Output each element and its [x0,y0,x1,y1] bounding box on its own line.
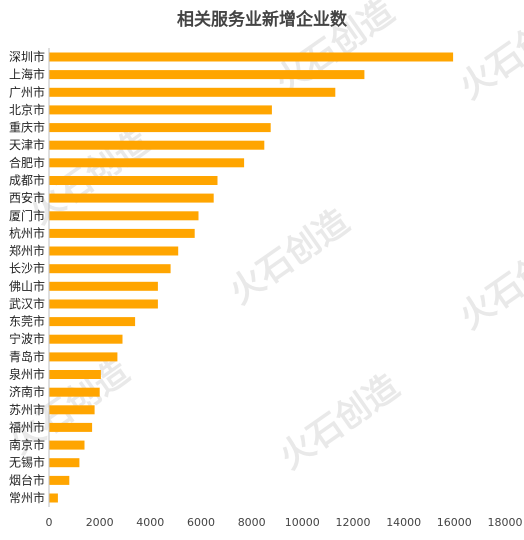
bar-12 [49,246,179,256]
x-tick-label: 8000 [238,516,266,529]
x-tick-label: 6000 [187,516,215,529]
bar-8 [49,176,218,185]
watermark-text: 火石创造 [452,227,524,338]
bar-15 [49,299,158,309]
bar-20 [49,387,100,397]
category-label: 成都市 [9,173,45,188]
category-label: 上海市 [9,67,45,82]
x-tick-label: 14000 [386,516,421,529]
chart-title: 相关服务业新增企业数 [177,9,348,30]
category-label: 南京市 [9,437,45,452]
x-tick-label: 10000 [285,516,320,529]
watermark-text: 火石创造 [222,202,356,313]
x-tick-label: 2000 [86,516,114,529]
bar-1 [49,52,454,62]
value-axis-tick-labels: 0 2000 4000 6000 8000 10000 12000 14000 16000 180… [46,516,523,529]
bar-3 [49,87,336,97]
category-label: 济南市 [9,384,45,399]
category-label: 常州市 [9,490,45,505]
category-label: 苏州市 [9,402,45,417]
category-label: 深圳市 [9,49,45,64]
x-tick-label: 18000 [488,516,523,529]
bar-24 [49,458,80,468]
x-tick-label: 16000 [437,516,472,529]
category-label: 杭州市 [9,225,45,240]
category-label: 郑州市 [9,243,45,258]
category-label: 福州市 [9,419,45,434]
x-tick-label: 0 [46,516,53,529]
bar-17 [49,334,123,344]
category-label: 西安市 [9,190,45,205]
bar-16 [49,317,136,327]
category-label: 宁波市 [9,331,45,346]
category-label: 烟台市 [9,472,45,487]
category-label: 重庆市 [9,120,45,135]
category-label: 无锡市 [9,455,45,470]
bar-19 [49,370,101,379]
category-label: 厦门市 [9,208,45,223]
bar-13 [49,264,171,274]
x-tick-label: 12000 [336,516,371,529]
bar-5 [49,123,271,133]
bar-23 [49,440,85,450]
watermark-text: 火石创造 [452,0,524,107]
category-label: 泉州市 [9,367,45,382]
bar-11 [49,228,195,238]
category-label: 青岛市 [9,349,45,364]
bar-10 [49,211,199,221]
category-label: 北京市 [9,102,45,117]
category-label: 合肥市 [9,155,45,170]
category-label: 天津市 [9,137,45,152]
category-label: 长沙市 [9,261,45,276]
bar-series [49,52,454,503]
bar-22 [49,422,93,432]
category-label: 东莞市 [9,314,45,329]
bar-4 [49,105,272,115]
bar-26 [49,493,58,503]
watermark-text: 火石创造 [272,367,406,478]
category-axis-labels: 深圳市上海市广州市北京市重庆市天津市合肥市成都市西安市厦门市杭州市郑州市长沙市佛… [9,49,45,505]
bar-7 [49,158,245,168]
bar-6 [49,140,265,150]
x-tick-label: 4000 [136,516,164,529]
category-label: 广州市 [9,84,45,99]
bar-25 [49,475,70,485]
category-label: 武汉市 [9,296,45,311]
bar-21 [49,405,95,415]
category-label: 佛山市 [9,278,45,293]
bar-9 [49,193,214,203]
bar-18 [49,352,118,362]
bar-14 [49,281,158,291]
bar-2 [49,70,365,80]
